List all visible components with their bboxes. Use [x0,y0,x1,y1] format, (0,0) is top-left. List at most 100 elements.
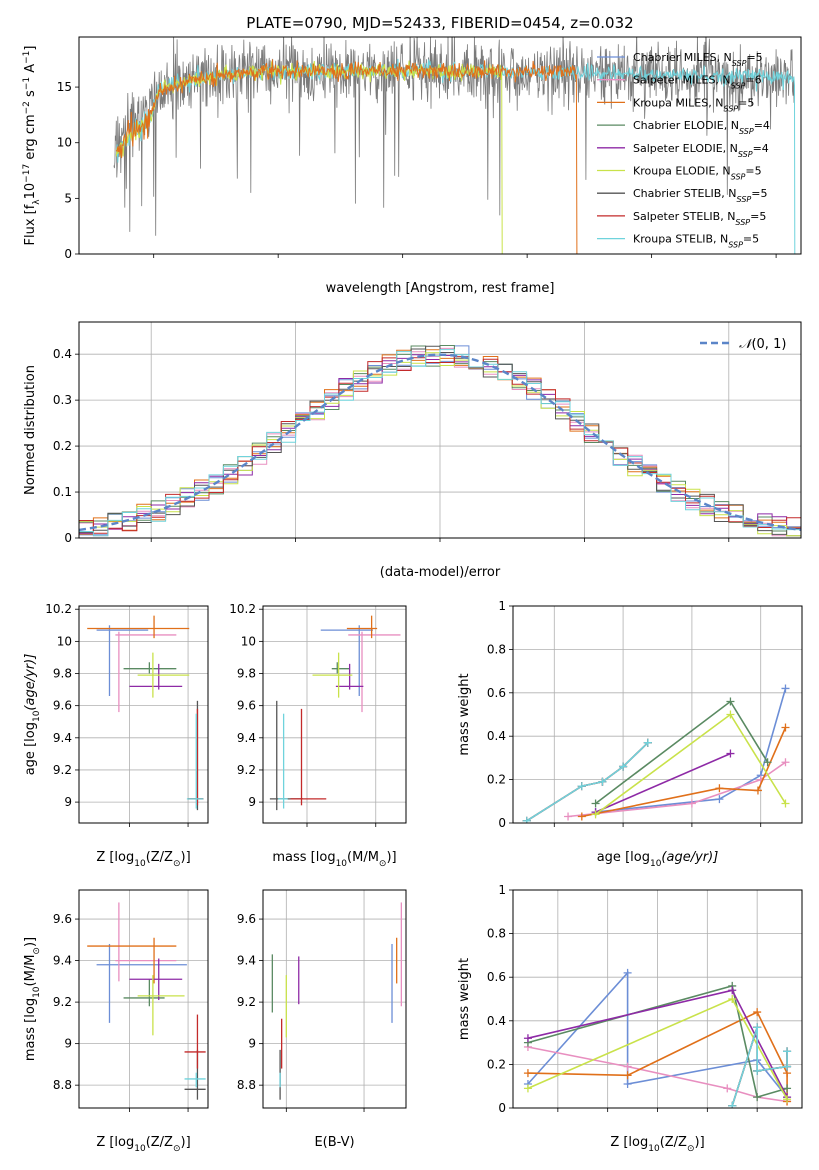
plot-area [87,902,206,1100]
y-tick-label: 9.2 [53,763,72,777]
weight-marker [728,995,737,1003]
weight-marker [619,762,628,771]
y-axis-label: mass weight [457,673,472,755]
weight-marker [598,777,607,786]
weight-marker [781,799,790,808]
label-part: =5 [745,165,761,178]
label-part: −17 [22,164,32,183]
label-part: (M/M [347,850,379,865]
label-part: erg cm [23,114,38,163]
weight-series [523,995,792,1104]
x-axis-label: age [log10(age/yr)] [597,850,719,869]
label-part: 10 [648,1144,660,1154]
legend-entry: Salpeter STELIB, NSSP=5 [633,210,766,227]
x-axis-label: Z [log10(Z/Z⊙)] [96,1135,190,1154]
weight-marker [523,1069,532,1078]
weight-marker [783,1062,792,1071]
y-tick-label: 0.1 [53,485,72,499]
weight-marker [577,782,586,791]
axes-frame [262,889,407,1109]
plot-area [269,615,401,811]
errorbar-point [320,625,373,697]
axes-decoration: 0 0.2 0.4 0.6 0.8 1 age [log10(age/yr)] mass we… [457,599,803,869]
weight-marker [523,1084,532,1093]
weight-marker [728,986,737,995]
errorbar-point [87,615,190,639]
y-tick-label: 0.3 [53,393,72,407]
label-part: (Z/Z [146,1135,173,1150]
label-part: age [log [597,850,650,865]
y-tick-label: 15 [57,80,72,94]
label-part: =5 [738,96,754,109]
x-axis-label: (data-model)/error [380,565,501,580]
weight-series [728,1023,792,1108]
plot-area [522,684,790,823]
weight-marker [591,799,600,808]
y-tick-label: 9.6 [53,912,72,926]
y-axis-label: mass [log10(M/M⊙)] [23,937,42,1061]
label-part: 10 [32,710,42,722]
label-part: =6 [745,74,761,87]
y-axis-label: Flux [fλ10−17 erg cm−2 s−1 A−1] [22,46,42,246]
errorbar-point [348,631,401,713]
label-part: 10 [32,986,42,998]
panel-spectrum: 0 5 10 15 wavelength [Angstrom, rest frame] F… [22,36,802,296]
weight-marker [623,1080,632,1089]
weight-marker [728,1101,737,1108]
label-part: Salpeter ELODIE, N [633,142,738,155]
grid [263,890,406,1108]
y-tick-label: 10 [57,634,72,648]
weight-series [522,738,652,823]
weight-marker [753,1023,762,1032]
plot-area [113,37,796,254]
y-tick-label: 5 [64,191,72,205]
weight-marker [623,1062,632,1071]
axes-decoration: 8.8 9 9.2 9.4 9.6 E(B-V) [237,889,407,1150]
errorbar-point [312,652,353,698]
weight-line [595,700,769,805]
label-part: SSP [735,217,750,226]
y-tick-label: 9.4 [53,731,72,745]
legend-entry: Salpeter ELODIE, NSSP=4 [633,142,769,159]
weight-line [595,752,731,813]
label-part: (M/M [23,955,38,987]
label-part: )] [695,1135,705,1150]
label-part: Chabrier MILES, N [633,51,732,64]
errorbar-point [331,662,350,674]
plot-area [523,968,792,1108]
legend-entry: Kroupa ELODIE, NSSP=5 [633,165,762,182]
axes-frame [512,605,803,824]
x-axis-label: Z [log10(Z/Z⊙)] [610,1135,704,1154]
weight-marker [723,1084,732,1093]
label-part: Z [log [96,850,134,865]
y-tick-label: 0 [498,1101,506,1115]
weight-line [731,1027,788,1107]
y-tick-label: 0.8 [487,642,506,656]
label-part: =5 [743,233,759,246]
y-tick-label: 9.6 [53,699,72,713]
x-axis-label: wavelength [Angstrom, rest frame] [326,281,555,296]
label-part: Salpeter STELIB, N [633,210,735,223]
histogram-step-line [79,356,801,534]
errorbar-point [346,615,378,639]
label-part: SSP [723,104,738,113]
weight-marker [783,1095,792,1104]
label-part: )] [181,1135,191,1150]
y-tick-label: 1 [498,883,506,897]
label-part: SSP [731,172,746,181]
label-part: mass [log [23,998,38,1061]
y-tick-label: 0.4 [487,1014,506,1028]
y-tick-label: 8.8 [237,1078,256,1092]
label-part: Kroupa MILES, N [633,96,723,109]
weight-marker [726,749,735,758]
weight-series [564,758,790,821]
histogram-step-line [79,349,801,537]
errorbar-point [290,708,327,806]
errorbar-point [129,958,183,1001]
y-tick-label: 9.4 [53,954,72,968]
label-part: SSP [728,240,743,249]
label-part: SSP [732,59,747,68]
panel-weight_vs_Z: 0 0.2 0.4 0.6 0.8 1 Z [log10(Z/Z⊙)] mass weight [457,883,803,1154]
